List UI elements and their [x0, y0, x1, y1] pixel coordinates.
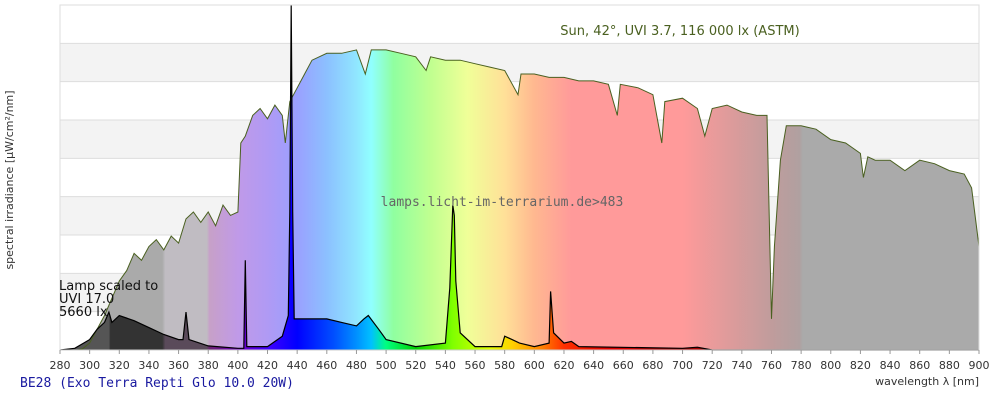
x-tick-label: 300	[79, 359, 100, 372]
x-tick-label: 800	[820, 359, 841, 372]
x-tick-label: 620	[553, 359, 574, 372]
x-tick-label: 600	[524, 359, 545, 372]
x-axis-label: wavelength λ [nm]	[875, 375, 979, 388]
watermark: lamps.licht-im-terrarium.de>483	[381, 195, 624, 210]
lamp-title: BE28 (Exo Terra Repti Glo 10.0 20W)	[20, 376, 294, 391]
x-tick-label: 740	[731, 359, 752, 372]
x-tick-label: 340	[138, 359, 159, 372]
x-tick-label: 720	[702, 359, 723, 372]
x-tick-label: 400	[227, 359, 248, 372]
x-tick-label: 760	[761, 359, 782, 372]
x-tick-label: 480	[346, 359, 367, 372]
lamp-label-line3: 5660 lx	[59, 305, 108, 320]
lamp-label-line2: UVI 17.0	[59, 292, 114, 307]
x-tick-label: 780	[791, 359, 812, 372]
x-tick-label: 840	[880, 359, 901, 372]
x-tick-label: 500	[376, 359, 397, 372]
x-tick-label: 320	[109, 359, 130, 372]
grid-band	[60, 43, 979, 82]
x-tick-label: 280	[50, 359, 71, 372]
x-tick-label: 820	[850, 359, 871, 372]
x-tick-label: 660	[613, 359, 634, 372]
x-tick-label: 700	[672, 359, 693, 372]
x-tick-label: 860	[909, 359, 930, 372]
y-axis-label: spectral irradiance [µW/cm²/nm]	[3, 90, 16, 269]
sun-series-line	[60, 49, 980, 351]
lamp-series-line	[59, 4, 979, 351]
x-tick-label: 580	[494, 359, 515, 372]
x-tick-label: 380	[198, 359, 219, 372]
x-tick-label: 880	[939, 359, 960, 372]
x-tick-label: 900	[969, 359, 990, 372]
x-tick-label: 420	[257, 359, 278, 372]
x-tick-label: 460	[316, 359, 337, 372]
x-tick-label: 640	[583, 359, 604, 372]
lamp-label-line1: Lamp scaled to	[59, 279, 158, 294]
x-tick-label: 540	[435, 359, 456, 372]
x-tick-label: 560	[465, 359, 486, 372]
grid-band	[60, 5, 979, 44]
x-tick-label: 520	[405, 359, 426, 372]
x-tick-label: 680	[642, 359, 663, 372]
x-tick-label: 360	[168, 359, 189, 372]
x-tick-label: 440	[287, 359, 308, 372]
sun-series-label: Sun, 42°, UVI 3.7, 116 000 lx (ASTM)	[560, 24, 799, 39]
